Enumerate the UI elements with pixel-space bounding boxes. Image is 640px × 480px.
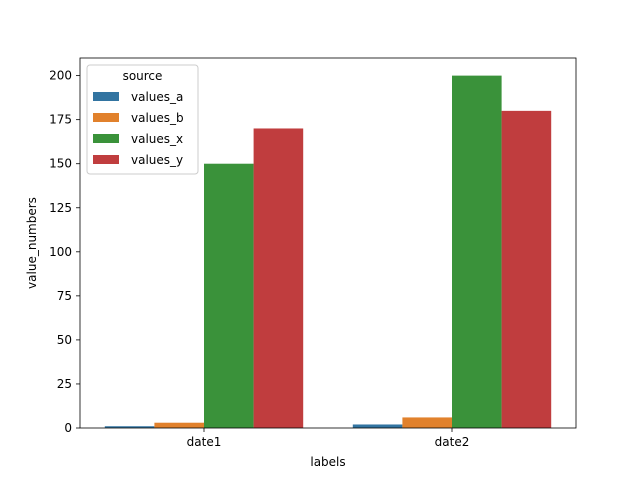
x-tick-label-date1: date1	[187, 435, 222, 449]
x-axis-title: labels	[310, 455, 345, 469]
y-tick-label-50: 50	[57, 333, 72, 347]
bar-values_a-date2	[352, 424, 403, 428]
y-tick-label-200: 200	[49, 69, 72, 83]
x-axis: date1 date2	[187, 428, 470, 449]
bar-values_y-date2	[501, 110, 552, 429]
x-tick-label-date2: date2	[435, 435, 470, 449]
legend-label-values_a: values_a	[131, 90, 183, 104]
legend-items: values_a values_b values_x values_y	[93, 90, 184, 167]
legend: source values_a values_b values_x values_y	[86, 64, 199, 175]
y-tick-label-0: 0	[64, 421, 72, 435]
legend-swatch-values_y	[93, 155, 119, 164]
legend-title: source	[123, 69, 163, 83]
y-tick-label-125: 125	[49, 201, 72, 215]
bar-values_x-date2	[452, 75, 502, 429]
y-tick-label-175: 175	[49, 113, 72, 127]
bar-values_a-date1	[104, 426, 155, 428]
y-tick-label-25: 25	[57, 377, 72, 391]
y-tick-label-100: 100	[49, 245, 72, 259]
y-tick-label-75: 75	[57, 289, 72, 303]
legend-label-values_b: values_b	[131, 111, 184, 125]
plot-frame	[79, 57, 577, 429]
y-tick-label-150: 150	[49, 157, 72, 171]
legend-label-values_x: values_x	[131, 132, 183, 146]
bar-values_y-date1	[253, 128, 304, 429]
legend-swatch-values_x	[93, 134, 119, 143]
bar-values_x-date1	[204, 163, 254, 428]
bars-group	[104, 75, 552, 429]
bar-values_b-date1	[154, 422, 204, 428]
bar-values_b-date2	[402, 417, 452, 428]
y-axis-title: value_numbers	[25, 197, 39, 289]
legend-swatch-values_a	[93, 92, 119, 101]
legend-label-values_y: values_y	[131, 153, 183, 167]
y-axis: 0 25 50 75 100 125 150 175 200	[49, 69, 80, 435]
legend-swatch-values_b	[93, 113, 119, 122]
